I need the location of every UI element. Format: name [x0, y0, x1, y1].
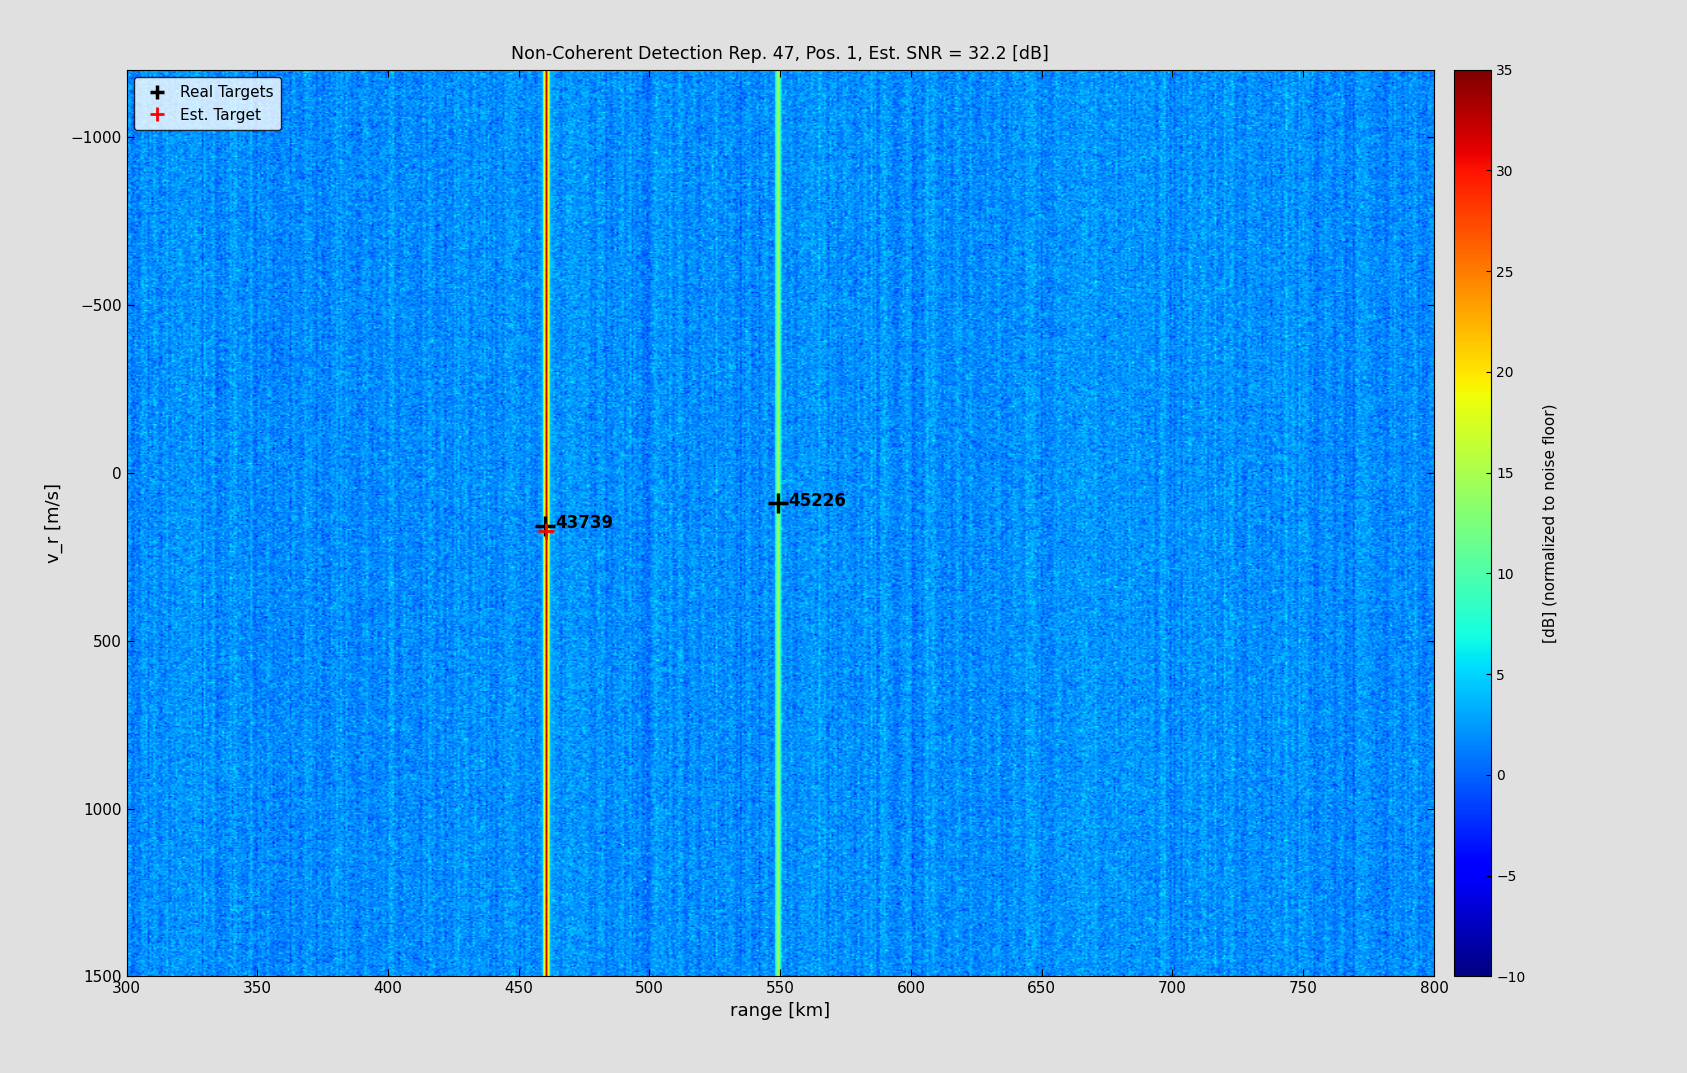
- Y-axis label: v_r [m/s]: v_r [m/s]: [46, 483, 64, 563]
- Legend: Real Targets, Est. Target: Real Targets, Est. Target: [135, 77, 282, 130]
- X-axis label: range [km]: range [km]: [730, 1002, 830, 1019]
- Text: 43739: 43739: [555, 514, 614, 532]
- Text: 45226: 45226: [788, 493, 845, 511]
- Title: Non-Coherent Detection Rep. 47, Pos. 1, Est. SNR = 32.2 [dB]: Non-Coherent Detection Rep. 47, Pos. 1, …: [511, 45, 1049, 62]
- Y-axis label: [dB] (normalized to noise floor): [dB] (normalized to noise floor): [1542, 403, 1557, 643]
